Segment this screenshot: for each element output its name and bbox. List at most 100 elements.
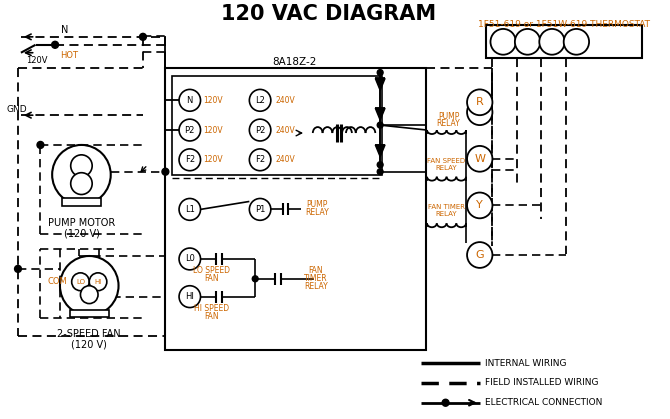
Text: GND: GND [6,105,27,114]
Circle shape [249,89,271,111]
Circle shape [179,248,200,270]
Circle shape [377,122,383,128]
Circle shape [37,142,44,148]
Text: P2: P2 [255,126,265,134]
Text: PUMP: PUMP [438,112,459,121]
Text: FIELD INSTALLED WIRING: FIELD INSTALLED WIRING [484,378,598,388]
Circle shape [253,276,258,282]
Text: FAN SPEED: FAN SPEED [427,158,466,164]
Text: RELAY: RELAY [305,208,328,217]
Text: 120V: 120V [25,56,48,65]
Polygon shape [375,108,385,120]
Bar [165,67,426,350]
Bar [486,25,642,58]
Circle shape [467,99,492,125]
Circle shape [467,242,492,268]
Circle shape [377,169,383,175]
Bar [62,199,101,207]
Polygon shape [375,145,385,157]
Circle shape [249,119,271,141]
Circle shape [179,89,200,111]
Text: INTERNAL WIRING: INTERNAL WIRING [484,359,566,367]
Text: LO: LO [76,279,85,285]
Text: 1F51-619 or 1F51W-619 THERMOSTAT: 1F51-619 or 1F51W-619 THERMOSTAT [478,21,650,29]
Text: F2: F2 [185,155,195,164]
Circle shape [179,199,200,220]
Text: RELAY: RELAY [436,165,458,171]
Circle shape [467,146,492,172]
Text: HI: HI [186,292,194,301]
Text: 2-SPEED FAN: 2-SPEED FAN [58,329,121,339]
Circle shape [490,29,516,55]
Text: N: N [187,96,193,105]
Text: 120 VAC DIAGRAM: 120 VAC DIAGRAM [221,4,436,24]
Text: FAN: FAN [308,266,323,275]
Circle shape [563,29,589,55]
Text: (120 V): (120 V) [64,228,99,238]
Text: LO SPEED: LO SPEED [193,266,230,275]
Text: RELAY: RELAY [436,211,458,217]
Text: R: R [499,37,507,47]
Text: R: R [476,97,484,107]
Text: HI SPEED: HI SPEED [194,304,229,313]
Circle shape [15,265,21,272]
Circle shape [179,119,200,141]
Bar [172,75,382,175]
Polygon shape [375,78,385,91]
Text: 8A18Z-2: 8A18Z-2 [272,57,316,67]
Text: FAN: FAN [204,312,218,321]
Text: 240V: 240V [275,96,295,105]
Circle shape [442,399,449,406]
Circle shape [515,29,540,55]
Text: P1: P1 [255,205,265,214]
Circle shape [72,273,89,291]
Text: HI: HI [94,279,102,285]
Circle shape [377,70,383,75]
Text: COM: COM [48,277,67,286]
Text: RELAY: RELAY [304,282,328,291]
Circle shape [539,29,565,55]
Text: 120V: 120V [204,126,223,134]
Circle shape [80,286,98,304]
Text: R: R [476,107,484,117]
Text: FAN TIMER: FAN TIMER [428,204,465,210]
Text: HOT: HOT [60,51,78,60]
Circle shape [71,173,92,194]
Circle shape [52,41,58,48]
Circle shape [162,168,169,175]
Text: 120V: 120V [204,155,223,164]
Circle shape [249,199,271,220]
Text: P2: P2 [185,126,195,134]
Text: TIMER: TIMER [304,274,328,283]
Text: W: W [474,154,485,164]
Circle shape [89,273,107,291]
Circle shape [179,149,200,171]
Text: 240V: 240V [275,155,295,164]
Text: L0: L0 [185,254,195,264]
Text: F2: F2 [255,155,265,164]
Text: Y: Y [549,37,555,47]
Circle shape [179,286,200,308]
Circle shape [60,256,119,316]
Text: (120 V): (120 V) [71,339,107,349]
Circle shape [467,192,492,218]
Text: Y: Y [476,200,483,210]
Text: RELAY: RELAY [437,119,460,128]
Text: W: W [522,37,533,47]
Circle shape [467,89,492,115]
Text: N: N [61,25,68,35]
Text: G: G [476,250,484,260]
Text: 120V: 120V [204,96,223,105]
Text: ELECTRICAL CONNECTION: ELECTRICAL CONNECTION [484,398,602,407]
Circle shape [52,145,111,204]
Text: PUMP: PUMP [306,200,328,209]
Circle shape [249,149,271,171]
Circle shape [71,155,92,177]
Text: PUMP MOTOR: PUMP MOTOR [48,218,115,228]
Text: L1: L1 [185,205,195,214]
Text: 240V: 240V [275,126,295,134]
Text: L2: L2 [255,96,265,105]
Bar [70,310,109,318]
Circle shape [139,34,146,40]
Text: FAN: FAN [204,274,218,283]
